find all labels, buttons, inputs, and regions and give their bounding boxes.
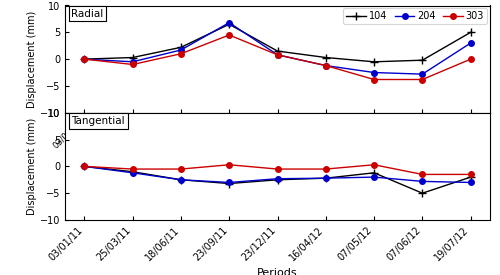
104: [178, 46, 184, 49]
Text: Tangential: Tangential: [72, 116, 125, 126]
303: [420, 78, 426, 81]
204: [226, 181, 232, 184]
204: [178, 178, 184, 182]
303: [371, 78, 377, 81]
204: [82, 165, 87, 168]
204: [82, 57, 87, 61]
303: [178, 167, 184, 171]
204: [178, 48, 184, 52]
303: [226, 163, 232, 166]
204: [371, 71, 377, 74]
104: [82, 165, 87, 168]
104: [82, 57, 87, 61]
Y-axis label: Displacement (mm): Displacement (mm): [27, 10, 37, 108]
303: [274, 53, 280, 56]
204: [130, 171, 136, 174]
204: [323, 64, 329, 67]
Line: 104: 104: [80, 162, 475, 197]
104: [274, 50, 280, 53]
303: [323, 167, 329, 171]
X-axis label: Periods: Periods: [257, 268, 298, 275]
Text: Radial: Radial: [72, 9, 104, 19]
104: [371, 60, 377, 64]
104: [226, 182, 232, 185]
303: [420, 173, 426, 176]
104: [323, 56, 329, 59]
204: [468, 181, 473, 184]
204: [420, 73, 426, 76]
204: [274, 53, 280, 56]
Line: 104: 104: [80, 20, 475, 66]
Line: 303: 303: [82, 32, 473, 82]
104: [468, 31, 473, 34]
204: [274, 177, 280, 180]
303: [82, 165, 87, 168]
303: [371, 163, 377, 166]
204: [226, 21, 232, 24]
104: [468, 175, 473, 179]
104: [371, 171, 377, 174]
204: [420, 180, 426, 183]
104: [178, 178, 184, 182]
303: [468, 57, 473, 61]
303: [130, 167, 136, 171]
Line: 204: 204: [82, 164, 473, 185]
204: [468, 41, 473, 45]
303: [274, 167, 280, 171]
104: [420, 191, 426, 195]
Line: 204: 204: [82, 20, 473, 77]
303: [178, 52, 184, 56]
204: [323, 177, 329, 180]
104: [226, 23, 232, 26]
204: [130, 60, 136, 64]
104: [274, 178, 280, 182]
303: [130, 63, 136, 66]
104: [323, 177, 329, 180]
104: [130, 56, 136, 59]
Legend: 104, 204, 303: 104, 204, 303: [344, 9, 487, 24]
Y-axis label: Displacement (mm): Displacement (mm): [27, 118, 37, 215]
303: [468, 173, 473, 176]
104: [130, 170, 136, 174]
104: [420, 59, 426, 62]
303: [226, 33, 232, 37]
Line: 303: 303: [82, 162, 473, 177]
303: [323, 64, 329, 67]
303: [82, 57, 87, 61]
204: [371, 175, 377, 179]
